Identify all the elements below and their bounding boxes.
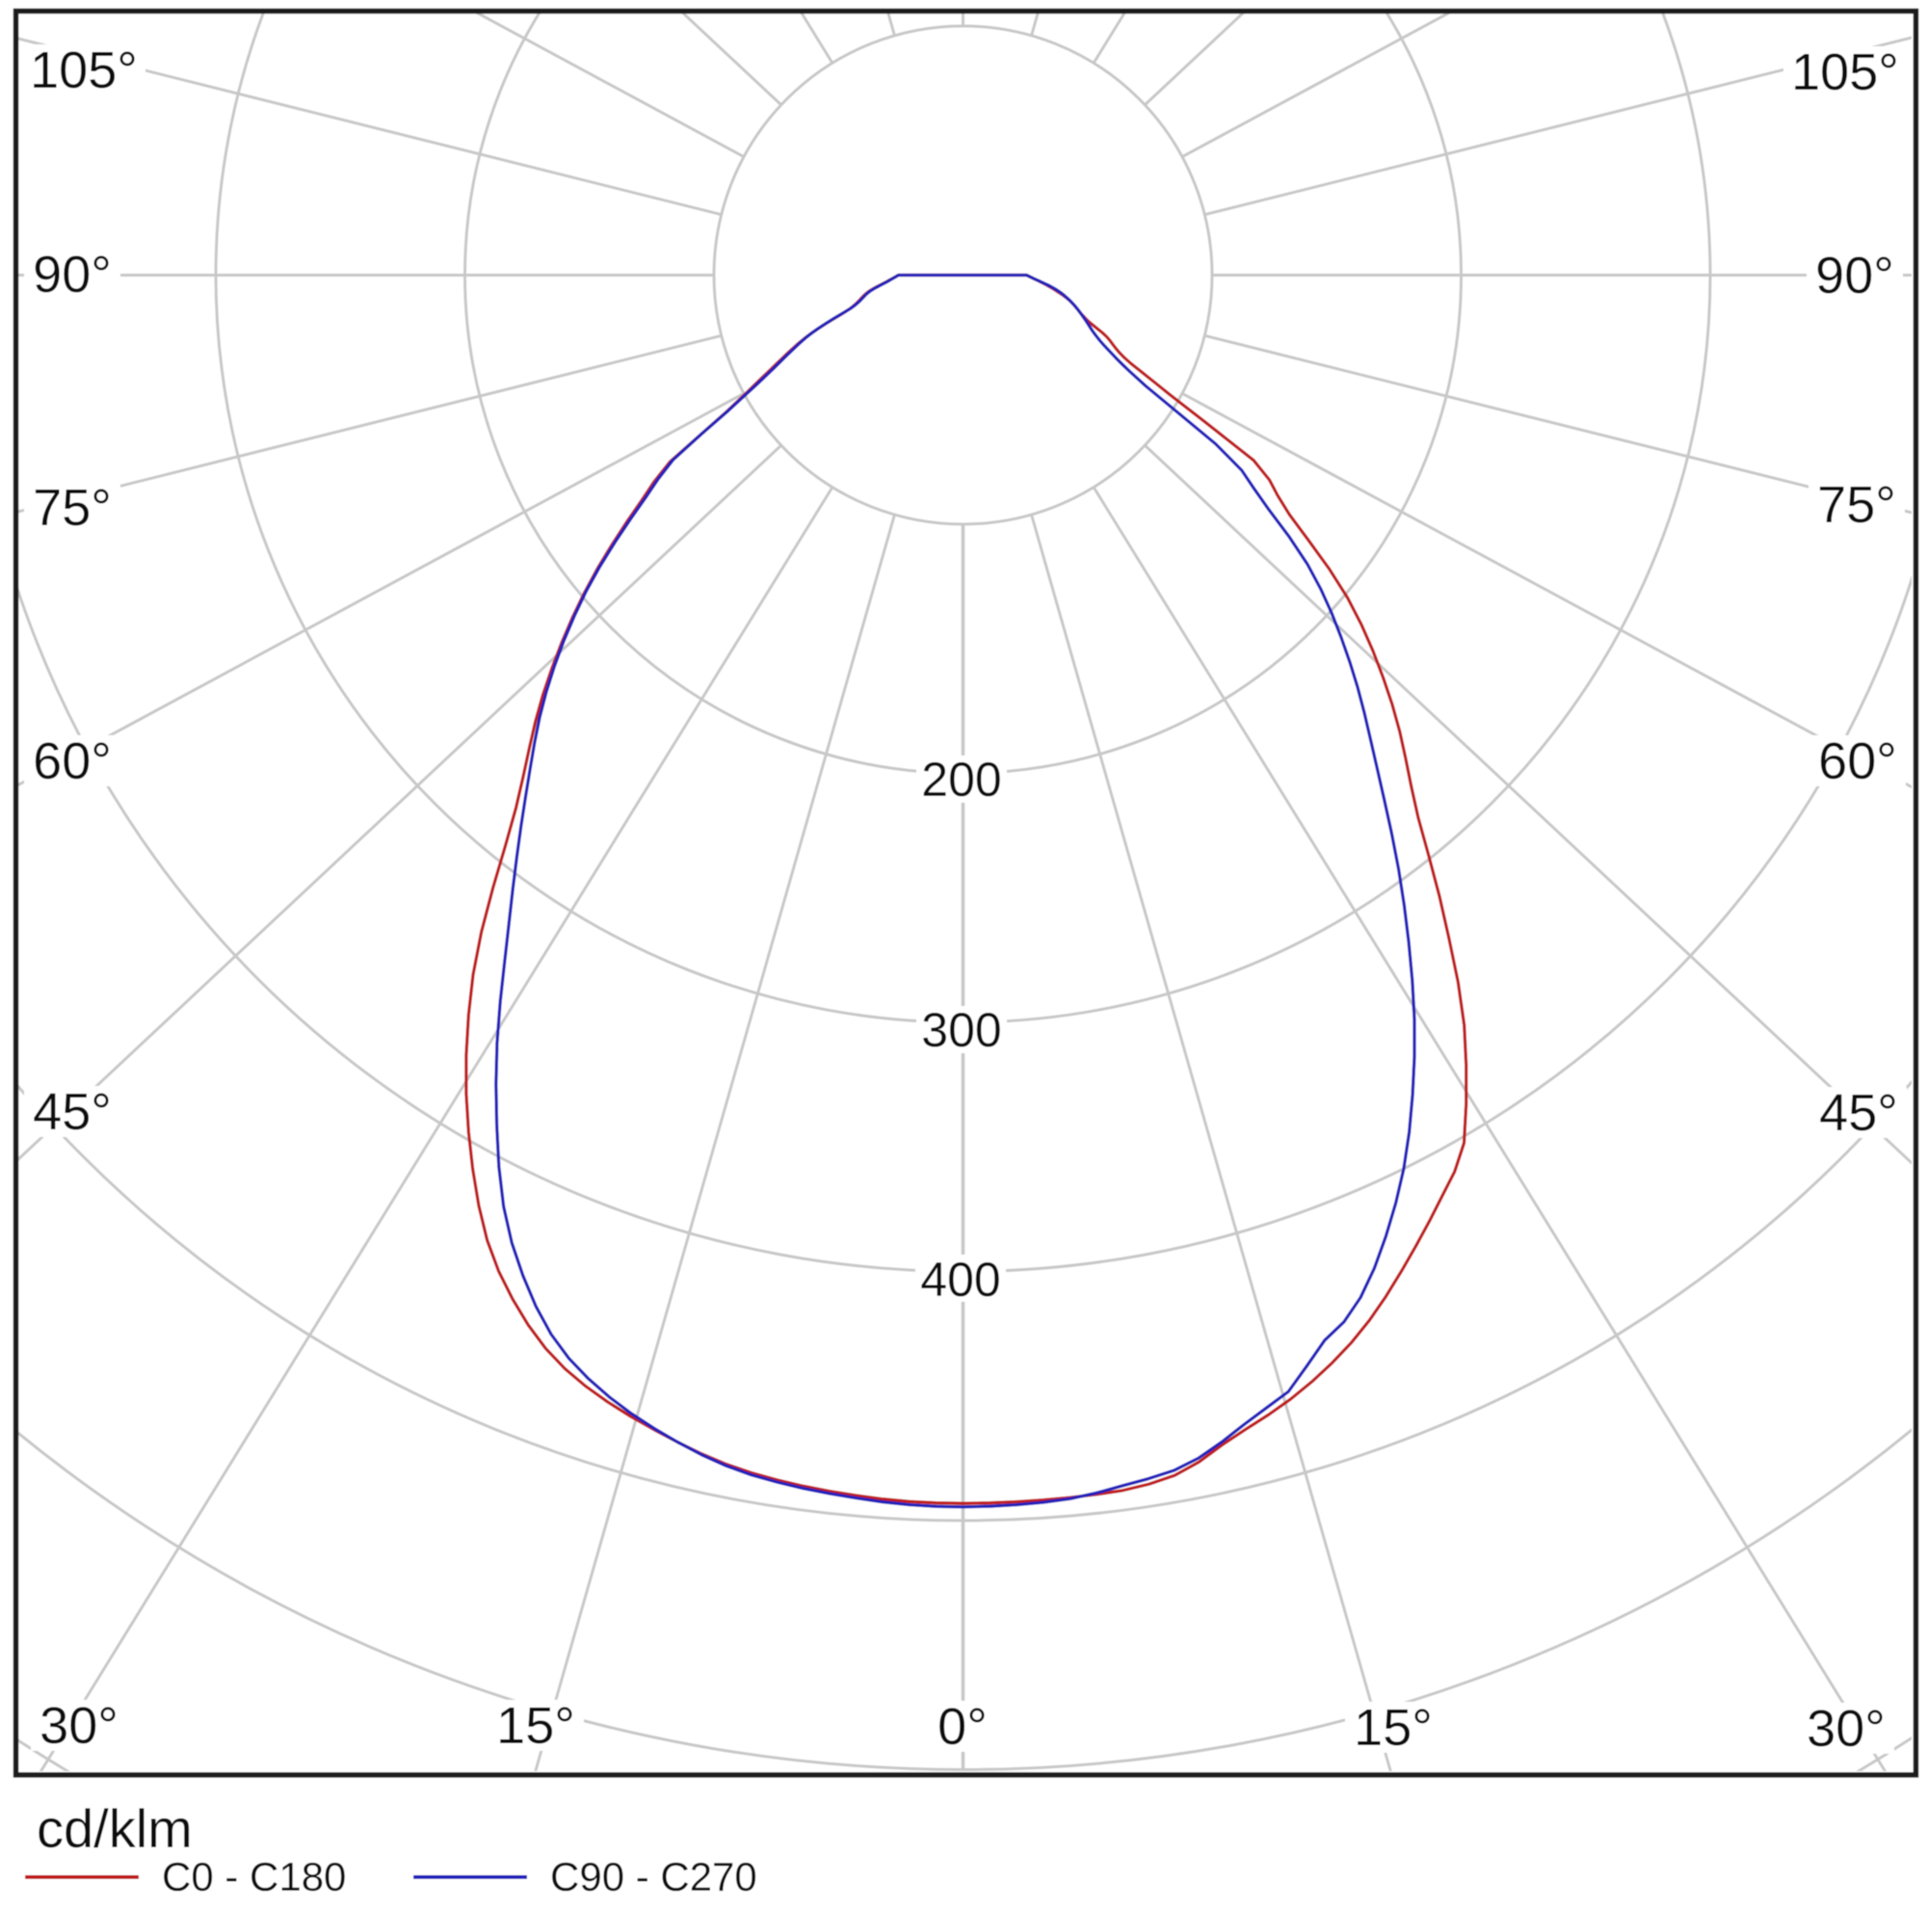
svg-text:15°: 15° [1354, 1699, 1433, 1757]
svg-text:75°: 75° [1817, 476, 1896, 534]
svg-text:C0 - C180: C0 - C180 [162, 1854, 346, 1899]
svg-text:45°: 45° [1819, 1084, 1898, 1142]
svg-text:45°: 45° [33, 1083, 112, 1141]
svg-text:200: 200 [921, 753, 1001, 807]
svg-text:60°: 60° [1818, 732, 1897, 790]
svg-text:90°: 90° [1815, 247, 1894, 304]
svg-text:15°: 15° [496, 1697, 575, 1755]
svg-text:30°: 30° [40, 1697, 119, 1755]
svg-text:400: 400 [920, 1253, 1000, 1307]
svg-text:105°: 105° [1791, 43, 1899, 101]
svg-text:90°: 90° [33, 246, 112, 304]
svg-text:300: 300 [921, 1003, 1001, 1057]
svg-text:60°: 60° [33, 732, 112, 790]
svg-text:0°: 0° [937, 1698, 988, 1756]
svg-text:75°: 75° [33, 479, 112, 537]
svg-text:cd/klm: cd/klm [37, 1798, 193, 1859]
svg-text:105°: 105° [30, 41, 138, 99]
svg-text:C90 - C270: C90 - C270 [550, 1854, 757, 1899]
svg-text:30°: 30° [1807, 1700, 1886, 1758]
